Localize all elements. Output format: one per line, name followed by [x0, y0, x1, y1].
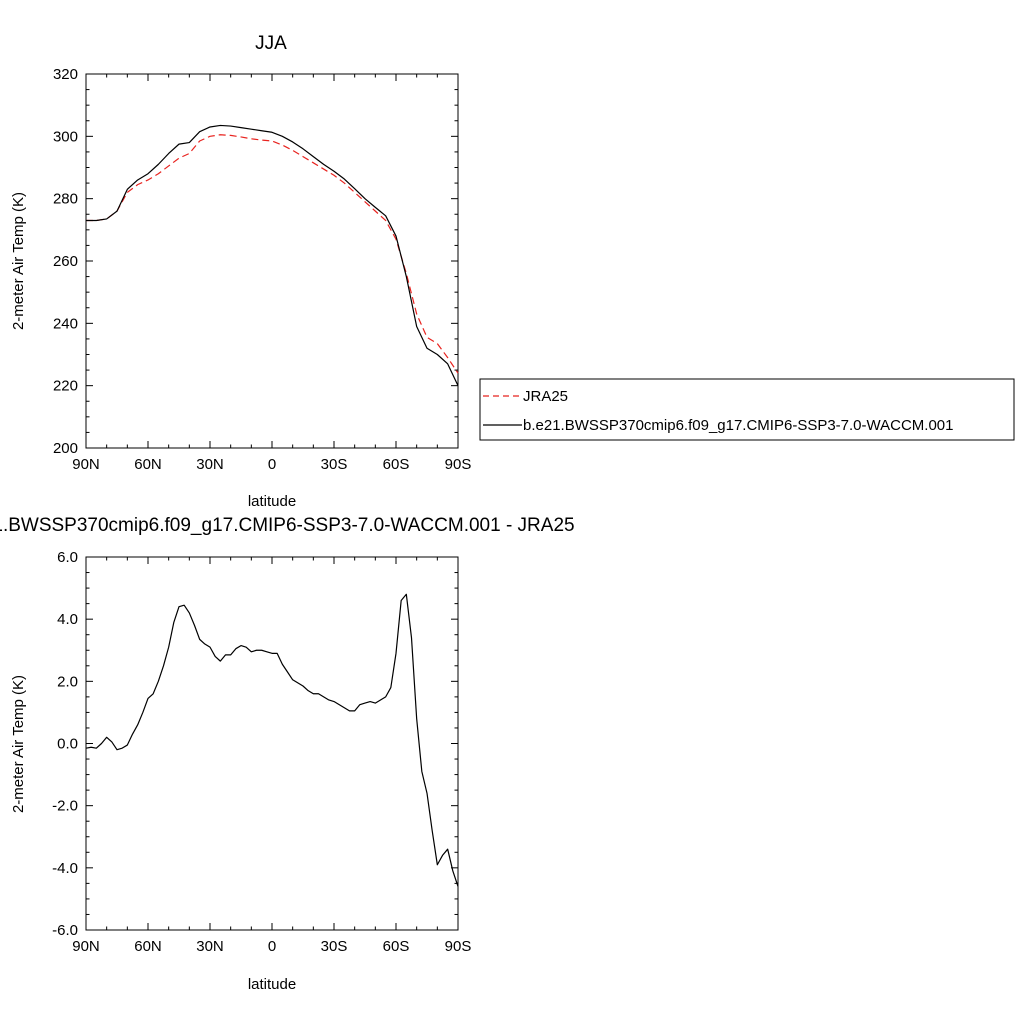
series-bottom — [85, 593, 459, 887]
x-tick-label: 60S — [383, 938, 410, 955]
y-tick-label: -6.0 — [52, 922, 78, 939]
y-tick-label: 240 — [53, 315, 78, 332]
legend-box — [479, 378, 1015, 441]
x-tick-label: 90N — [72, 456, 100, 473]
x-tick-label: 30N — [196, 938, 224, 955]
ticks-top: 90N 60N 30N 0 30S 60S 90S 200 220 240 260 280 300 320 — [53, 66, 471, 473]
x-tick-label: 60S — [383, 456, 410, 473]
x-tick-label: 60N — [134, 938, 162, 955]
x-tick-label: 30S — [321, 456, 348, 473]
y-tick-label: 4.0 — [57, 611, 78, 628]
x-tick-label: 0 — [268, 456, 276, 473]
x-tick-label: 90S — [445, 456, 472, 473]
y-axis-label-bottom: 2-meter Air Temp (K) — [10, 675, 27, 813]
series-line-0 — [86, 134, 459, 374]
y-tick-label: 300 — [53, 128, 78, 145]
chart-title-bottom: b.e21.BWSSP370cmip6.f09_g17.CMIP6-SSP3-7… — [0, 515, 575, 536]
ticks-bottom: 90N 60N 30N 0 30S 60S 90S -6.0 -4.0 -2.0 0.0 2.0 4.0… — [52, 549, 471, 955]
y-tick-label: 2.0 — [57, 673, 78, 690]
x-tick-label: 60N — [134, 456, 162, 473]
legend: JRA25 b.e21.BWSSP370cmip6.f09_g17.CMIP6-… — [479, 378, 1015, 441]
series-line-0 — [85, 593, 459, 887]
series-line-1 — [86, 124, 459, 386]
panel-bottom: b.e21.BWSSP370cmip6.f09_g17.CMIP6-SSP3-7… — [0, 515, 575, 993]
y-tick-label: 280 — [53, 191, 78, 208]
y-axis-label-top: 2-meter Air Temp (K) — [10, 192, 27, 330]
y-tick-label: 200 — [53, 440, 78, 457]
legend-entry-model: b.e21.BWSSP370cmip6.f09_g17.CMIP6-SSP3-7… — [523, 417, 953, 434]
series-top — [86, 124, 459, 386]
x-tick-label: 90N — [72, 938, 100, 955]
y-tick-label: 320 — [53, 66, 78, 83]
legend-entry-jra25: JRA25 — [523, 388, 568, 405]
x-axis-label-bottom: latitude — [248, 976, 296, 993]
y-tick-label: -2.0 — [52, 798, 78, 815]
chart-title-top: JJA — [255, 33, 287, 54]
x-tick-label: 30N — [196, 456, 224, 473]
x-axis-label-top: latitude — [248, 493, 296, 510]
panel-top: JJA 90N 60N 30N 0 30S 60S 90S 200 220 240 260 280 30… — [10, 33, 471, 510]
y-tick-label: 220 — [53, 378, 78, 395]
x-tick-label: 0 — [268, 938, 276, 955]
plot-frame-bottom — [85, 556, 459, 931]
y-tick-label: 260 — [53, 253, 78, 270]
y-tick-label: -4.0 — [52, 860, 78, 877]
x-tick-label: 30S — [321, 938, 348, 955]
x-tick-label: 90S — [445, 938, 472, 955]
y-tick-label: 0.0 — [57, 736, 78, 753]
y-tick-label: 6.0 — [57, 549, 78, 566]
